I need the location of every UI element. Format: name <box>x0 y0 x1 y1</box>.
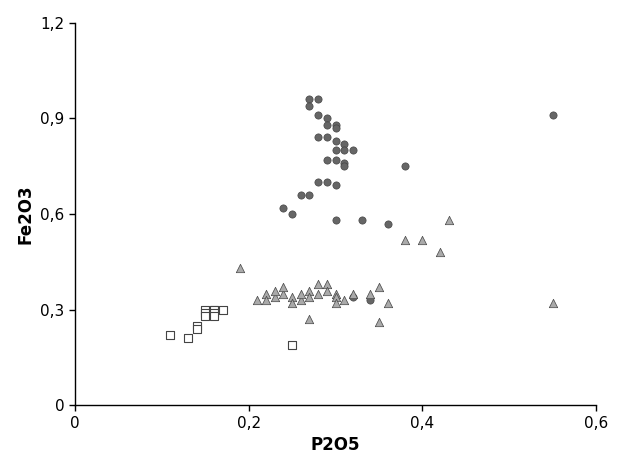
Point <box>444 217 454 224</box>
X-axis label: P2O5: P2O5 <box>311 436 360 455</box>
Point <box>322 134 332 141</box>
Point <box>304 287 314 294</box>
Point <box>313 134 323 141</box>
Point <box>217 306 227 314</box>
Point <box>261 290 271 298</box>
Point <box>278 290 288 298</box>
Point <box>304 96 314 103</box>
Point <box>313 290 323 298</box>
Point <box>331 181 341 189</box>
Point <box>200 309 210 317</box>
Point <box>200 312 210 320</box>
Point <box>191 325 201 333</box>
Point <box>331 293 341 300</box>
Point <box>348 146 358 154</box>
Point <box>313 179 323 186</box>
Point <box>331 156 341 163</box>
Point <box>339 162 349 170</box>
Point <box>339 296 349 304</box>
Point <box>374 319 384 326</box>
Point <box>382 300 392 307</box>
Point <box>339 159 349 167</box>
Point <box>296 290 306 298</box>
Point <box>287 293 297 300</box>
Point <box>287 300 297 307</box>
Point <box>253 296 262 304</box>
Point <box>322 287 332 294</box>
Point <box>209 312 219 320</box>
Point <box>183 334 193 342</box>
Point <box>304 316 314 323</box>
Point <box>304 293 314 300</box>
Point <box>209 309 219 317</box>
Point <box>331 217 341 224</box>
Point <box>278 204 288 211</box>
Point <box>166 332 176 339</box>
Point <box>331 290 341 298</box>
Point <box>235 264 245 272</box>
Point <box>270 287 280 294</box>
Point <box>270 293 280 300</box>
Point <box>331 121 341 129</box>
Point <box>191 322 201 329</box>
Point <box>418 236 428 244</box>
Point <box>339 140 349 147</box>
Point <box>331 124 341 132</box>
Point <box>357 217 367 224</box>
Point <box>322 156 332 163</box>
Point <box>313 280 323 288</box>
Point <box>261 296 271 304</box>
Point <box>322 121 332 129</box>
Point <box>209 306 219 314</box>
Point <box>296 296 306 304</box>
Point <box>209 306 219 314</box>
Point <box>339 146 349 154</box>
Point <box>200 306 210 314</box>
Point <box>313 111 323 119</box>
Point <box>348 293 358 300</box>
Point <box>400 236 410 244</box>
Point <box>287 341 297 349</box>
Point <box>331 137 341 145</box>
Point <box>331 146 341 154</box>
Point <box>278 284 288 291</box>
Point <box>382 220 392 227</box>
Point <box>365 290 375 298</box>
Point <box>331 300 341 307</box>
Point <box>322 179 332 186</box>
Point <box>374 284 384 291</box>
Y-axis label: Fe2O3: Fe2O3 <box>17 184 34 244</box>
Point <box>400 162 410 170</box>
Point <box>322 114 332 122</box>
Point <box>296 191 306 199</box>
Point <box>548 111 558 119</box>
Point <box>348 290 358 298</box>
Point <box>287 210 297 218</box>
Point <box>322 280 332 288</box>
Point <box>435 249 445 256</box>
Point <box>548 300 558 307</box>
Point <box>365 296 375 304</box>
Point <box>313 96 323 103</box>
Point <box>304 191 314 199</box>
Point <box>304 102 314 109</box>
